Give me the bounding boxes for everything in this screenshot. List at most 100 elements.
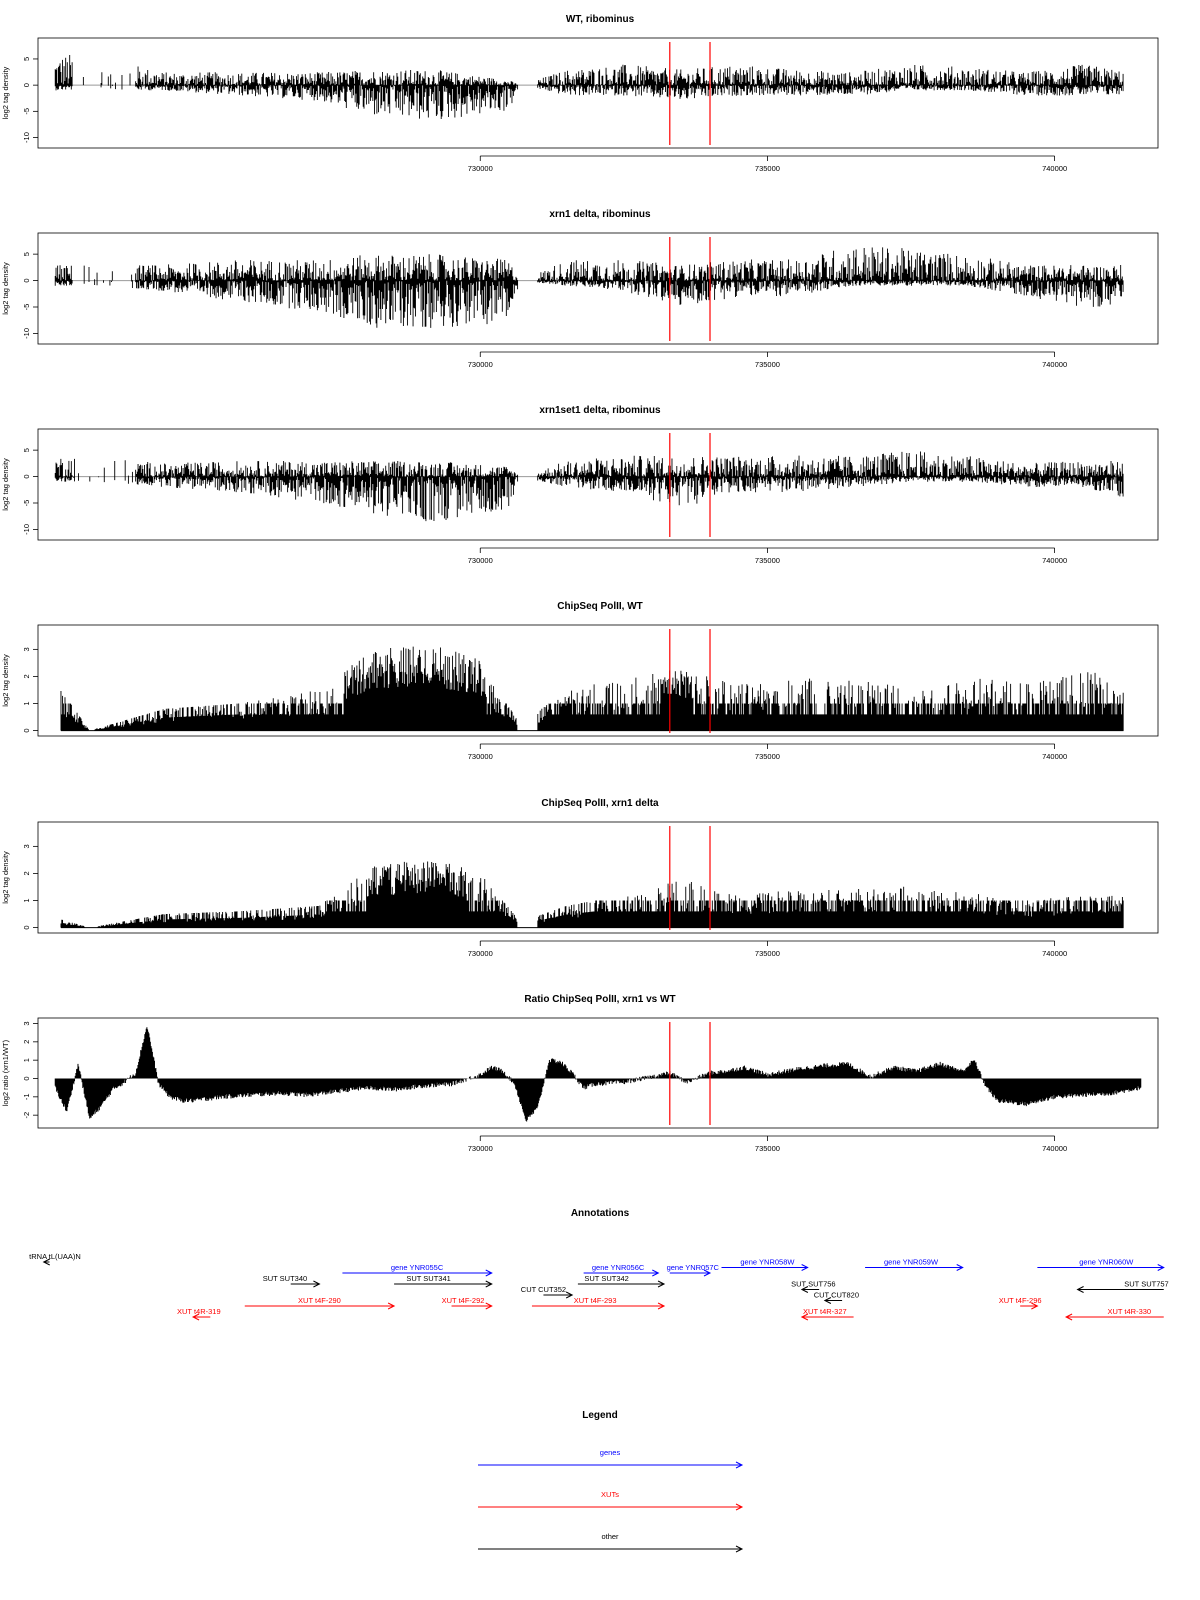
annotation-track: Annotations tRNA tL(UAA)N gene YNR055C SUT … bbox=[29, 1208, 1169, 1321]
annotation-feature: gene YNR060W bbox=[1037, 1258, 1165, 1271]
feature-label: XUT t4F-293 bbox=[574, 1296, 617, 1305]
y-tick-label: 2 bbox=[22, 674, 31, 678]
plot-frame bbox=[37, 232, 1159, 345]
feature-label: SUT SUT341 bbox=[406, 1274, 450, 1283]
feature-arrowhead bbox=[823, 1297, 832, 1304]
y-axis-label: log2 tag density bbox=[1, 66, 10, 119]
y-tick-label: -5 bbox=[22, 304, 31, 311]
plot-frame bbox=[37, 624, 1159, 737]
y-tick-label: -10 bbox=[22, 328, 31, 339]
annotation-feature: gene YNR055C bbox=[342, 1263, 493, 1277]
y-tick-label: -10 bbox=[22, 132, 31, 143]
x-tick-label: 740000 bbox=[1042, 949, 1067, 958]
annotations-title: Annotations bbox=[571, 1208, 630, 1219]
feature-arrowhead bbox=[485, 1269, 493, 1277]
y-axis-label: log2 ratio (xrn1/WT) bbox=[1, 1039, 10, 1106]
track-panels: WT, ribominus log2 tag density -10 -5 0 5 7300… bbox=[1, 14, 1159, 1153]
track-panel-3: xrn1set1 delta, ribominus log2 tag densit… bbox=[1, 405, 1159, 565]
feature-label: CUT CUT352 bbox=[521, 1285, 566, 1294]
feature-arrowhead bbox=[801, 1264, 809, 1271]
panel-title: ChipSeq PolII, xrn1 delta bbox=[541, 798, 659, 809]
feature-label: SUT SUT340 bbox=[263, 1274, 307, 1283]
panel-title: Ratio ChipSeq PolII, xrn1 vs WT bbox=[524, 994, 675, 1005]
plot-frame bbox=[37, 821, 1159, 934]
plot-frame bbox=[37, 37, 1159, 149]
y-tick-label: 0 bbox=[22, 474, 31, 478]
x-tick-label: 735000 bbox=[755, 1144, 780, 1153]
y-tick-label: -5 bbox=[22, 500, 31, 507]
feature-arrowhead bbox=[703, 1269, 712, 1277]
feature-label: XUT t4R-327 bbox=[803, 1307, 847, 1316]
y-tick-label: 3 bbox=[22, 844, 31, 848]
plot-frame bbox=[37, 428, 1159, 541]
feature-arrowhead bbox=[657, 1280, 666, 1288]
y-tick-label: 0 bbox=[22, 925, 31, 929]
y-tick-label: 5 bbox=[22, 448, 31, 452]
data-series bbox=[60, 646, 1124, 732]
x-tick-label: 735000 bbox=[755, 949, 780, 958]
y-tick-label: 3 bbox=[22, 1021, 31, 1025]
track-panel-2: xrn1 delta, ribominus log2 tag density -10… bbox=[1, 209, 1159, 369]
panel-title: WT, ribominus bbox=[566, 14, 635, 25]
feature-label: XUT t4R-330 bbox=[1107, 1307, 1151, 1316]
x-tick-label: 735000 bbox=[755, 556, 780, 565]
y-tick-label: 0 bbox=[22, 83, 31, 87]
x-tick-label: 730000 bbox=[468, 1144, 493, 1153]
feature-arrowhead bbox=[191, 1313, 200, 1321]
legend-title: Legend bbox=[582, 1410, 618, 1421]
signal-bars bbox=[60, 861, 1124, 928]
feature-label: XUT t4F-292 bbox=[442, 1296, 485, 1305]
annotation-feature: XUT t4F-292 bbox=[442, 1296, 493, 1310]
legend-label: XUTs bbox=[601, 1490, 619, 1499]
x-tick-label: 730000 bbox=[468, 752, 493, 761]
annotation-feature: gene YNR059W bbox=[865, 1258, 964, 1271]
y-axis-label: log2 tag density bbox=[1, 851, 10, 904]
feature-arrowhead bbox=[1064, 1313, 1073, 1321]
annotation-feature: CUT CUT820 bbox=[814, 1291, 859, 1304]
feature-arrowhead bbox=[313, 1280, 321, 1288]
annotation-feature: XUT t4F-290 bbox=[244, 1296, 396, 1310]
feature-label: CUT CUT820 bbox=[814, 1291, 859, 1300]
y-tick-label: 0 bbox=[22, 1076, 31, 1080]
ratio-area bbox=[54, 1027, 1142, 1122]
x-tick-label: 740000 bbox=[1042, 164, 1067, 173]
plot-frame bbox=[37, 1017, 1159, 1129]
annotation-feature: SUT SUT341 bbox=[394, 1274, 493, 1288]
feature-label: XUT t4F-290 bbox=[298, 1296, 341, 1305]
feature-arrowhead bbox=[42, 1258, 50, 1266]
feature-arrowhead bbox=[1157, 1264, 1165, 1271]
y-tick-label: -10 bbox=[22, 524, 31, 535]
feature-arrowhead bbox=[800, 1313, 809, 1321]
annotation-feature: SUT SUT342 bbox=[577, 1274, 666, 1288]
feature-arrowhead bbox=[485, 1302, 493, 1310]
y-axis-label: log2 tag density bbox=[1, 458, 10, 511]
panel-title: xrn1set1 delta, ribominus bbox=[539, 405, 661, 416]
feature-arrowhead bbox=[956, 1264, 964, 1271]
x-tick-label: 740000 bbox=[1042, 1144, 1067, 1153]
y-tick-label: 1 bbox=[22, 701, 31, 705]
y-axis-label: log2 tag density bbox=[1, 262, 10, 315]
signal-bars bbox=[54, 247, 1124, 328]
data-series bbox=[54, 55, 1124, 119]
legend-arrowhead bbox=[735, 1461, 744, 1469]
legend-entry-genes: genes bbox=[478, 1448, 744, 1469]
signal-bars bbox=[60, 646, 1124, 731]
data-series bbox=[54, 1025, 1142, 1122]
legend-arrowhead bbox=[735, 1503, 744, 1511]
feature-arrowhead bbox=[1076, 1286, 1084, 1293]
feature-label: SUT SUT342 bbox=[584, 1274, 628, 1283]
y-tick-label: 3 bbox=[22, 647, 31, 651]
feature-arrowhead bbox=[565, 1291, 574, 1299]
x-tick-label: 735000 bbox=[755, 164, 780, 173]
signal-bars bbox=[54, 55, 1124, 119]
annotation-feature: gene YNR057C bbox=[667, 1263, 720, 1277]
feature-label: gene YNR057C bbox=[667, 1263, 720, 1272]
x-tick-label: 740000 bbox=[1042, 752, 1067, 761]
annotation-feature: gene YNR058W bbox=[721, 1258, 809, 1271]
annotation-feature: XUT t4F-293 bbox=[531, 1296, 666, 1310]
annotation-feature: SUT SUT340 bbox=[263, 1274, 321, 1288]
track-panel-5: ChipSeq PolII, xrn1 delta log2 tag densit… bbox=[1, 798, 1159, 958]
y-tick-label: 5 bbox=[22, 57, 31, 61]
annotation-feature: SUT SUT756 bbox=[791, 1280, 836, 1293]
y-tick-label: 1 bbox=[22, 1058, 31, 1062]
